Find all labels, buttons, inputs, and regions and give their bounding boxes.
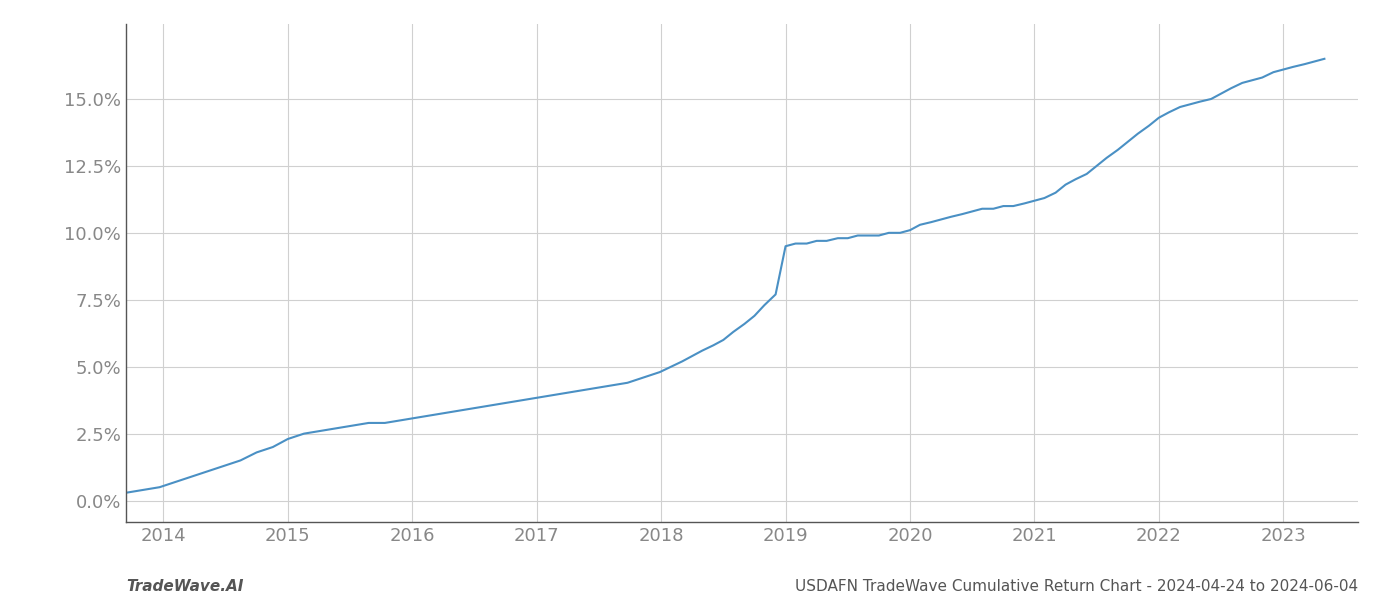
Text: TradeWave.AI: TradeWave.AI	[126, 579, 244, 594]
Text: USDAFN TradeWave Cumulative Return Chart - 2024-04-24 to 2024-06-04: USDAFN TradeWave Cumulative Return Chart…	[795, 579, 1358, 594]
